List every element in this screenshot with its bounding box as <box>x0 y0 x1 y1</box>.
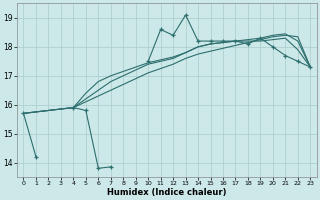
X-axis label: Humidex (Indice chaleur): Humidex (Indice chaleur) <box>107 188 227 197</box>
